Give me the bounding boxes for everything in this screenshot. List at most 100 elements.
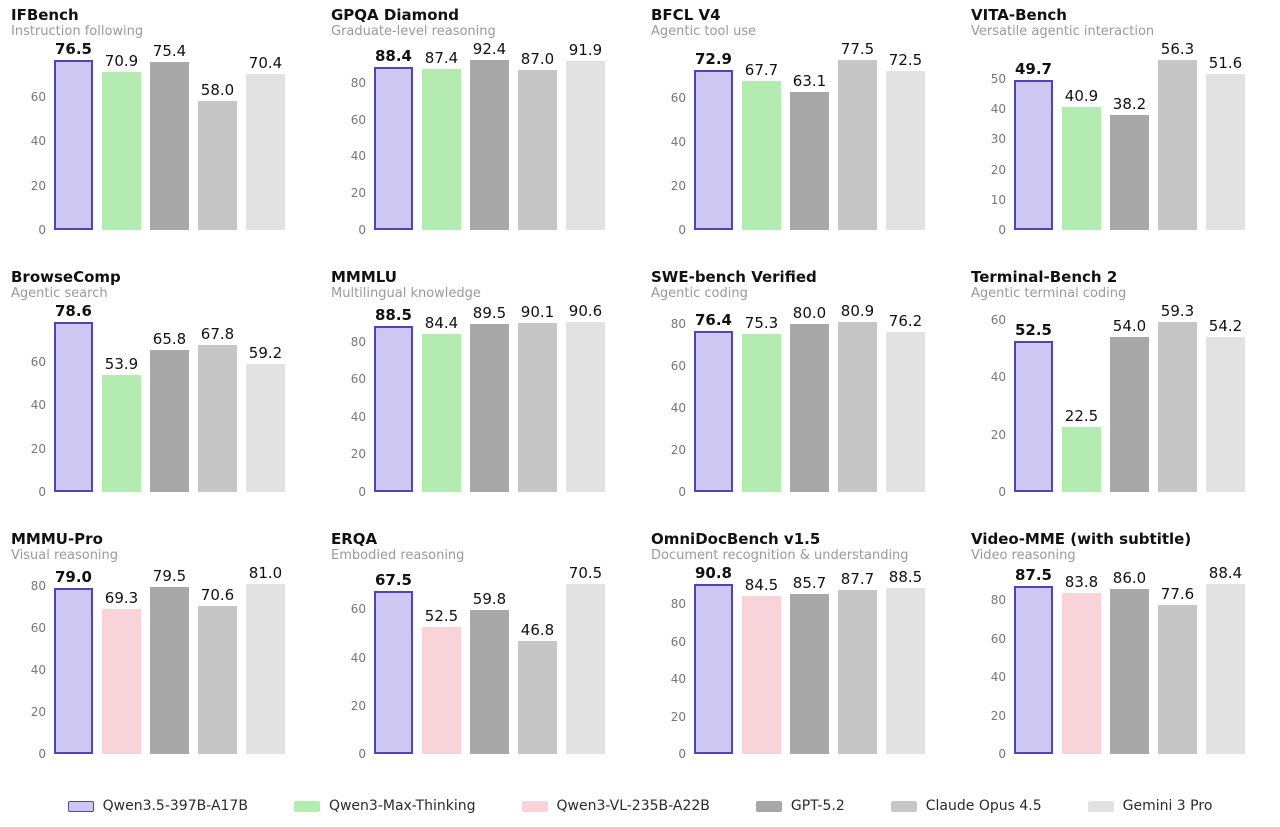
bar-qwen3-max-thinking xyxy=(742,81,781,230)
bar-gpt-5-2 xyxy=(150,587,189,754)
bar-gemini-3-pro xyxy=(246,363,285,492)
chart-title: MMMLU xyxy=(331,268,397,286)
chart-bfcl-v4: BFCL V4 Agentic tool use 0 20 40 60 72.9 67.7 63… xyxy=(650,0,970,262)
bar-gemini-3-pro xyxy=(566,322,605,492)
chart-title: GPQA Diamond xyxy=(331,6,459,24)
bar-qwen3-5-397b-a17b xyxy=(1014,79,1053,230)
legend: Qwen3.5-397B-A17B Qwen3-Max-Thinking Qwen3… xyxy=(0,789,1280,823)
bar-qwen3-max-thinking xyxy=(1062,106,1101,230)
y-tick-label: 20 xyxy=(350,698,366,713)
y-tick-label: 0 xyxy=(678,485,686,499)
bar-qwen3-vl-235b-a22b xyxy=(102,608,141,754)
chart-subtitle: Agentic terminal coding xyxy=(971,286,1127,301)
y-tick-label: 60 xyxy=(350,602,366,617)
value-label: 65.8 xyxy=(152,329,187,348)
value-label: 84.5 xyxy=(744,575,779,594)
value-label: 88.5 xyxy=(888,568,923,587)
y-tick-label: 40 xyxy=(670,400,686,415)
legend-swatch-icon xyxy=(890,800,917,812)
bar-qwen3-max-thinking xyxy=(1062,427,1101,492)
value-label: 53.9 xyxy=(104,355,139,374)
bar-qwen3-max-thinking xyxy=(422,69,461,230)
y-tick-label: 0 xyxy=(358,485,366,499)
value-label: 75.3 xyxy=(744,313,779,332)
chart-video-mme-with-subtitle: Video-MME (with subtitle) Video reasoning… xyxy=(970,524,1280,786)
chart-gpqa-diamond: GPQA Diamond Graduate-level reasoning 0 20 4… xyxy=(330,0,650,262)
bar-gpt-5-2 xyxy=(470,60,509,230)
value-label: 90.8 xyxy=(694,564,732,582)
y-tick-label: 20 xyxy=(670,442,686,457)
value-label: 78.6 xyxy=(54,302,92,320)
bar-gpt-5-2 xyxy=(150,349,189,492)
value-label: 38.2 xyxy=(1112,94,1147,113)
bar-qwen3-5-397b-a17b xyxy=(374,67,413,230)
legend-item-qwen3-vl-235b-a22b: Qwen3-VL-235B-A22B xyxy=(521,798,710,814)
value-label: 59.3 xyxy=(1160,302,1195,320)
y-tick-label: 20 xyxy=(30,705,46,720)
bar-gpt-5-2 xyxy=(470,324,509,492)
bar-qwen3-max-thinking xyxy=(422,333,461,492)
chart-swe-bench-verified: SWE-bench Verified Agentic coding 0 20 40 60 8… xyxy=(650,262,970,524)
bar-claude-opus-4-5 xyxy=(518,641,557,754)
value-label: 52.5 xyxy=(1014,321,1052,340)
chart-subtitle: Agentic search xyxy=(11,286,108,301)
value-label: 76.4 xyxy=(694,311,732,330)
legend-label: Qwen3-VL-235B-A22B xyxy=(556,798,710,814)
bar-gemini-3-pro xyxy=(246,584,285,754)
plot-area: 0 20 40 60 72.9 67.7 63.1 77.5 72.5 xyxy=(650,0,970,262)
y-tick-label: 40 xyxy=(30,663,46,678)
bar-gemini-3-pro xyxy=(1206,336,1245,492)
value-label: 63.1 xyxy=(792,71,827,90)
y-tick-label: 40 xyxy=(990,370,1006,385)
chart-title: SWE-bench Verified xyxy=(651,268,817,286)
bar-gemini-3-pro xyxy=(1206,584,1245,754)
y-tick-label: 20 xyxy=(30,441,46,456)
y-tick-label: 80 xyxy=(670,316,686,331)
y-tick-label: 60 xyxy=(990,312,1006,327)
bar-qwen3-max-thinking xyxy=(742,333,781,492)
y-tick-label: 10 xyxy=(990,192,1006,207)
value-label: 58.0 xyxy=(200,81,235,100)
y-tick-label: 0 xyxy=(38,223,46,237)
y-tick-label: 20 xyxy=(990,427,1006,442)
y-tick-label: 40 xyxy=(990,102,1006,117)
y-tick-label: 50 xyxy=(990,72,1006,87)
y-tick-label: 0 xyxy=(358,223,366,237)
value-label: 56.3 xyxy=(1160,40,1195,58)
chart-erqa: ERQA Embodied reasoning 0 20 40 60 67.5 52.5 59.… xyxy=(330,524,650,786)
bar-qwen3-5-397b-a17b xyxy=(54,322,93,492)
bar-gpt-5-2 xyxy=(470,609,509,754)
value-label: 79.0 xyxy=(54,568,92,587)
bar-gemini-3-pro xyxy=(566,60,605,230)
bar-gpt-5-2 xyxy=(1110,337,1149,492)
bar-gemini-3-pro xyxy=(886,588,925,754)
y-tick-label: 40 xyxy=(990,670,1006,685)
chart-title: BFCL V4 xyxy=(651,6,721,24)
legend-label: Claude Opus 4.5 xyxy=(925,798,1042,814)
legend-label: Qwen3-Max-Thinking xyxy=(328,798,476,814)
y-tick-label: 40 xyxy=(350,650,366,665)
y-tick-label: 30 xyxy=(990,132,1006,147)
bar-gemini-3-pro xyxy=(566,584,605,754)
value-label: 67.7 xyxy=(744,61,779,80)
value-label: 86.0 xyxy=(1112,568,1147,587)
value-label: 91.9 xyxy=(568,40,603,59)
bar-claude-opus-4-5 xyxy=(518,322,557,492)
legend-item-gemini-3-pro: Gemini 3 Pro xyxy=(1087,798,1213,814)
bar-claude-opus-4-5 xyxy=(838,322,877,492)
y-tick-label: 0 xyxy=(678,747,686,761)
chart-subtitle: Document recognition & understanding xyxy=(651,548,909,563)
bar-claude-opus-4-5 xyxy=(1158,60,1197,230)
value-label: 87.5 xyxy=(1014,565,1052,584)
value-label: 46.8 xyxy=(520,621,555,640)
y-tick-label: 60 xyxy=(30,89,46,104)
chart-subtitle: Embodied reasoning xyxy=(331,548,465,563)
bar-qwen3-5-397b-a17b xyxy=(54,588,93,754)
legend-label: Gemini 3 Pro xyxy=(1122,798,1213,814)
value-label: 75.4 xyxy=(152,42,187,61)
value-label: 70.9 xyxy=(104,52,139,71)
value-label: 81.0 xyxy=(248,564,283,582)
y-tick-label: 20 xyxy=(350,186,366,201)
y-tick-label: 80 xyxy=(30,579,46,594)
